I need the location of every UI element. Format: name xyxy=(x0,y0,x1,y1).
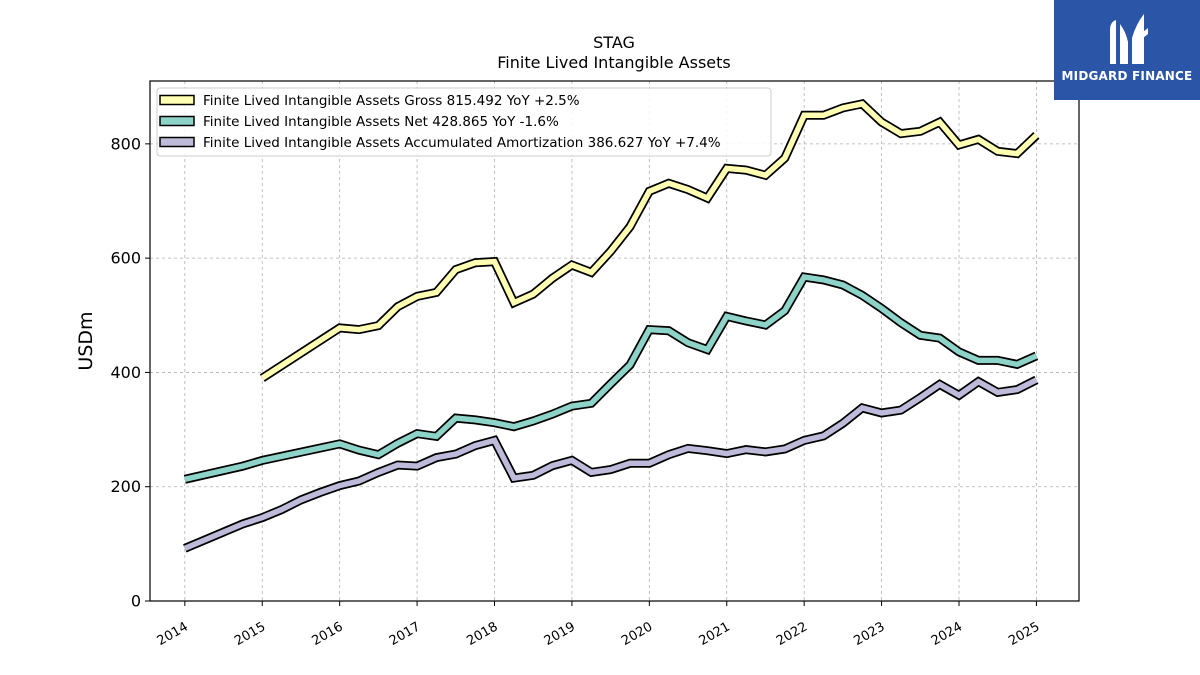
brand-logo: MIDGARD FINANCE xyxy=(1054,0,1200,100)
series-line-2 xyxy=(183,272,1039,484)
legend-entry: Finite Lived Intangible Assets Accumulat… xyxy=(203,135,721,151)
legend-swatch xyxy=(159,94,195,106)
y-axis: 0 200 400 600 800 xyxy=(110,134,150,611)
series-layer xyxy=(183,99,1040,553)
y-tick-label: 600 xyxy=(110,249,141,268)
y-tick-label: 200 xyxy=(110,477,141,496)
plot-frame xyxy=(149,80,1080,602)
legend-entry: Finite Lived Intangible Assets Net 428.8… xyxy=(203,114,559,130)
series-stroke xyxy=(183,377,1038,551)
series-stroke xyxy=(184,274,1038,482)
series-stroke xyxy=(260,100,1039,381)
y-axis-label: USDm xyxy=(75,311,97,370)
brand-name: MIDGARD FINANCE xyxy=(1061,69,1193,83)
y-tick-label: 0 xyxy=(131,592,141,611)
y-tick-label: 400 xyxy=(110,363,141,382)
midgard-m-icon xyxy=(1110,14,1148,64)
legend-swatch xyxy=(159,115,195,127)
legend-frame xyxy=(156,87,772,157)
legend: Finite Lived Intangible Assets Gross 815… xyxy=(156,87,772,157)
y-tick-label: 800 xyxy=(110,134,141,153)
legend-entry: Finite Lived Intangible Assets Gross 815… xyxy=(203,93,580,109)
chart-subtitle: Finite Lived Intangible Assets xyxy=(497,53,730,72)
legend-swatch xyxy=(159,136,195,148)
series-line-3 xyxy=(183,375,1039,553)
series-line-1 xyxy=(259,99,1040,382)
chart-title: STAG xyxy=(593,33,635,52)
